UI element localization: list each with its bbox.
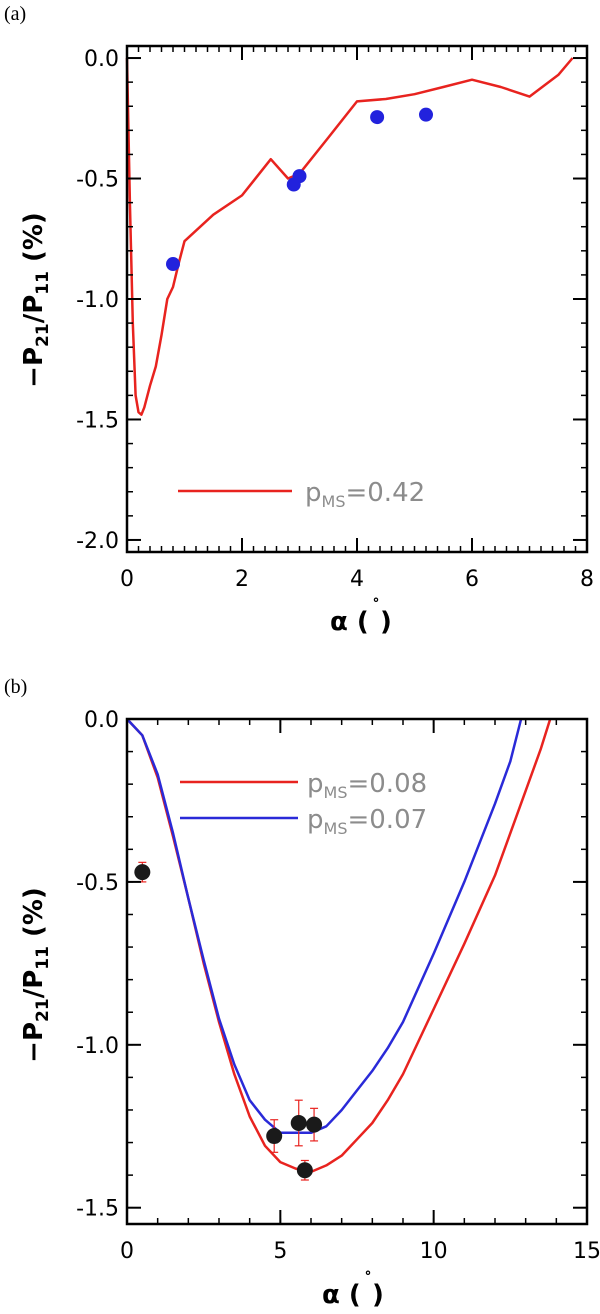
panel-a-plot-area bbox=[125, 57, 574, 416]
y-tick-label: -1.5 bbox=[76, 408, 119, 433]
svg-text:˚: ˚ bbox=[364, 1270, 372, 1289]
y-tick-label: -1.5 bbox=[76, 1197, 119, 1222]
panel-a-ticks: 0 2 4 6 8 0.0 -0.5 -1.0 -1.5 -2.0 bbox=[76, 46, 594, 592]
panel-b-plot-area bbox=[126, 718, 552, 1181]
x-tick-label: 15 bbox=[573, 1239, 600, 1264]
legend-label-pms-007: pMS=0.07 bbox=[307, 805, 427, 838]
x-tick-label: 6 bbox=[465, 567, 479, 592]
data-point bbox=[266, 1128, 283, 1145]
y-tick-label: 0.0 bbox=[84, 708, 119, 733]
panel-a: (a) 0 2 4 6 8 0.0 -0.5 -1.0 -1.5 -2.0 −P21/P11 (%… bbox=[4, 3, 594, 637]
panel-b: (b) 0 5 10 15 0.0 -0.5 -1.0 -1.5 −P21/P11 (%) α… bbox=[4, 676, 600, 1310]
data-point bbox=[370, 110, 385, 125]
series-line-1 bbox=[125, 57, 574, 416]
data-point bbox=[134, 864, 151, 881]
svg-text:): ) bbox=[372, 1280, 384, 1310]
panel-b-legend: pMS=0.08 pMS=0.07 bbox=[180, 769, 427, 838]
data-point bbox=[419, 107, 433, 122]
x-tick-label: 4 bbox=[350, 567, 364, 592]
svg-text:α (: α ( bbox=[322, 1280, 361, 1310]
y-tick-label: -1.0 bbox=[76, 1034, 119, 1059]
panel-a-xlabel: α ( ˚ ) bbox=[330, 597, 392, 637]
panel-a-frame bbox=[125, 44, 589, 554]
y-tick-label: -0.5 bbox=[76, 168, 119, 193]
x-tick-label: 0 bbox=[120, 1239, 134, 1264]
panel-a-legend: pMS=0.42 bbox=[178, 478, 425, 511]
y-tick-label: -2.0 bbox=[76, 529, 119, 554]
data-point bbox=[290, 1115, 307, 1131]
series-line-2 bbox=[126, 718, 523, 1135]
panel-a-ylabel: −P21/P11 (%) bbox=[19, 212, 53, 388]
svg-text:−P21/P11 (%): −P21/P11 (%) bbox=[19, 887, 53, 1063]
y-tick-label: 0.0 bbox=[84, 47, 119, 72]
panel-b-frame bbox=[125, 717, 589, 1226]
x-tick-label: 8 bbox=[580, 567, 594, 592]
x-tick-label: 2 bbox=[235, 567, 249, 592]
svg-text:): ) bbox=[380, 607, 392, 637]
panel-a-label: (a) bbox=[4, 3, 26, 25]
data-point bbox=[296, 1162, 313, 1179]
panel-b-ticks: 0 5 10 15 0.0 -0.5 -1.0 -1.5 bbox=[76, 708, 600, 1264]
x-tick-label: 5 bbox=[273, 1239, 287, 1264]
panel-b-xlabel: α ( ˚ ) bbox=[322, 1270, 384, 1310]
svg-text:−P21/P11 (%): −P21/P11 (%) bbox=[19, 212, 53, 388]
panel-b-label: (b) bbox=[4, 676, 27, 698]
svg-text:˚: ˚ bbox=[372, 597, 380, 616]
svg-text:α (: α ( bbox=[330, 607, 369, 637]
legend-label-pms-008: pMS=0.08 bbox=[307, 769, 427, 802]
panel-b-ylabel: −P21/P11 (%) bbox=[19, 887, 53, 1063]
x-tick-label: 10 bbox=[420, 1239, 448, 1264]
data-point bbox=[306, 1116, 323, 1133]
data-point bbox=[292, 169, 307, 184]
y-tick-label: -1.0 bbox=[76, 288, 119, 313]
y-tick-label: -0.5 bbox=[76, 871, 119, 896]
legend-label-pms-042: pMS=0.42 bbox=[305, 478, 425, 511]
data-point bbox=[166, 257, 180, 272]
x-tick-label: 0 bbox=[120, 567, 134, 592]
